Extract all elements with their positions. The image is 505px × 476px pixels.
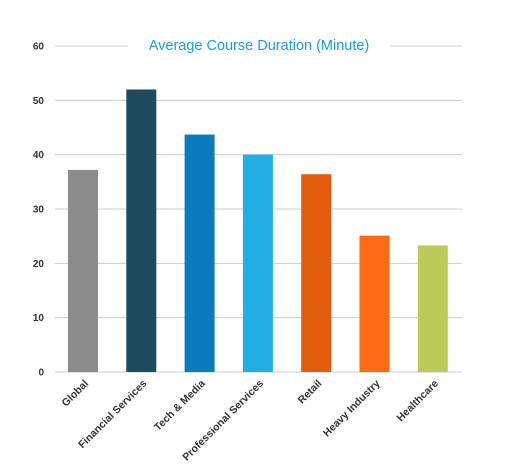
bars [68, 89, 448, 372]
bar-healthcare [417, 245, 448, 372]
bar-retail [301, 174, 332, 372]
bar-professional-services [242, 154, 273, 372]
y-tick-label-60: 60 [33, 42, 45, 53]
x-tick-label-heavy-industry: Heavy Industry [321, 378, 383, 440]
x-tick-label-retail: Retail [296, 378, 325, 407]
bar-global [68, 169, 98, 372]
x-tick-label-tech-media: Tech & Media [152, 378, 208, 434]
y-tick-label-50: 50 [33, 96, 45, 107]
y-tick-label-20: 20 [33, 259, 45, 270]
bar-heavy-industry [359, 235, 390, 372]
chart-title: Average Course Duration (Minute) [149, 38, 370, 54]
chart-title-background [128, 34, 390, 56]
y-tick-label-30: 30 [33, 205, 45, 216]
y-tick-label-0: 0 [38, 368, 44, 379]
x-tick-label-global: Global [60, 378, 92, 410]
bar-tech-media [184, 134, 215, 372]
y-axis-ticks: 0 10 20 30 40 50 60 [33, 42, 45, 379]
x-tick-label-healthcare: Healthcare [394, 378, 441, 425]
y-tick-label-10: 10 [33, 313, 45, 324]
y-tick-label-40: 40 [33, 150, 45, 161]
bar-financial-services [126, 89, 157, 372]
